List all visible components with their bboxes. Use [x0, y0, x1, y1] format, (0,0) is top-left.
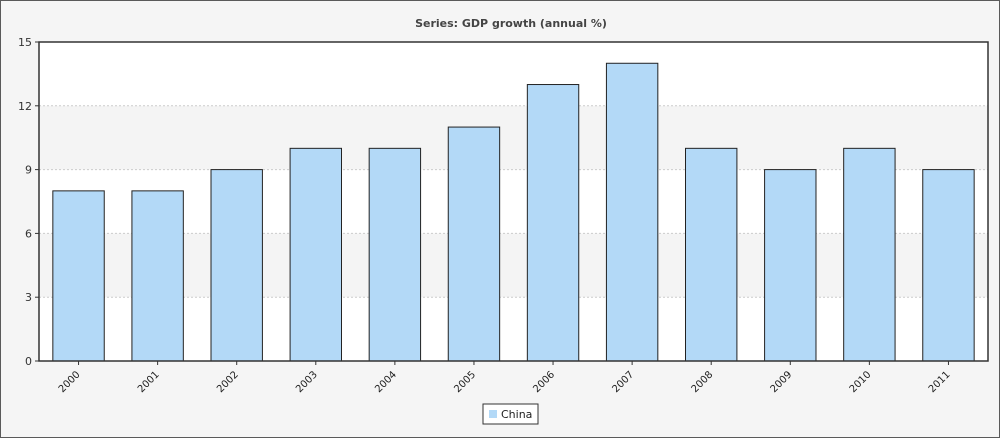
axes: [35, 41, 989, 365]
legend-box: [482, 403, 539, 425]
y-tick-label: 3: [25, 291, 32, 304]
bar-2009: [764, 169, 817, 362]
y-tick-label: 15: [18, 36, 32, 49]
bar-2004: [368, 147, 422, 362]
x-tick-label: 2000: [57, 369, 83, 395]
plot-background: [39, 42, 988, 361]
bar-2002: [210, 169, 263, 362]
plot-area: [39, 42, 988, 361]
x-tick-label: 2003: [294, 369, 320, 395]
x-tick-label: 2007: [610, 369, 636, 395]
x-tick-label: 2005: [452, 369, 478, 395]
y-tick-label: 12: [18, 100, 32, 113]
x-tick-label: 2008: [690, 369, 716, 395]
x-tick-label: 2010: [848, 369, 874, 395]
x-tick-label: 2002: [215, 369, 241, 395]
x-tick-label: 2004: [373, 369, 399, 395]
bar-2000: [52, 190, 105, 362]
y-tick-label: 9: [25, 164, 32, 177]
grid-band: [39, 233, 988, 298]
x-tick-label: 2009: [769, 369, 795, 395]
y-tick-label: 0: [25, 355, 32, 368]
grid-band: [39, 105, 988, 170]
bar-2001: [131, 190, 184, 362]
chart-title: Series: GDP growth (annual %): [415, 17, 607, 30]
bar-2005: [447, 126, 501, 362]
y-tick-labels: 0 3 6 9 12 15: [18, 36, 32, 368]
x-tick-label: 2006: [531, 369, 557, 395]
x-tick-label: 2011: [927, 369, 953, 395]
bar-2008: [685, 147, 738, 362]
legend: China: [482, 403, 539, 425]
bar-2010: [843, 147, 896, 362]
bar-2006: [526, 84, 580, 362]
y-tick-label: 6: [25, 227, 32, 240]
bars: [52, 62, 975, 362]
legend-label-china: China: [501, 408, 532, 421]
x-tick-labels: 2000 2001 2002 2003 2004 2005 2006 2007 2008 2009…: [57, 369, 953, 395]
bar-2003: [289, 147, 342, 362]
bar-2007: [605, 62, 659, 362]
x-tick-label: 2001: [136, 369, 162, 395]
legend-swatch-china: [489, 410, 497, 418]
bar-2011: [922, 169, 975, 362]
plot-border: [38, 41, 989, 362]
